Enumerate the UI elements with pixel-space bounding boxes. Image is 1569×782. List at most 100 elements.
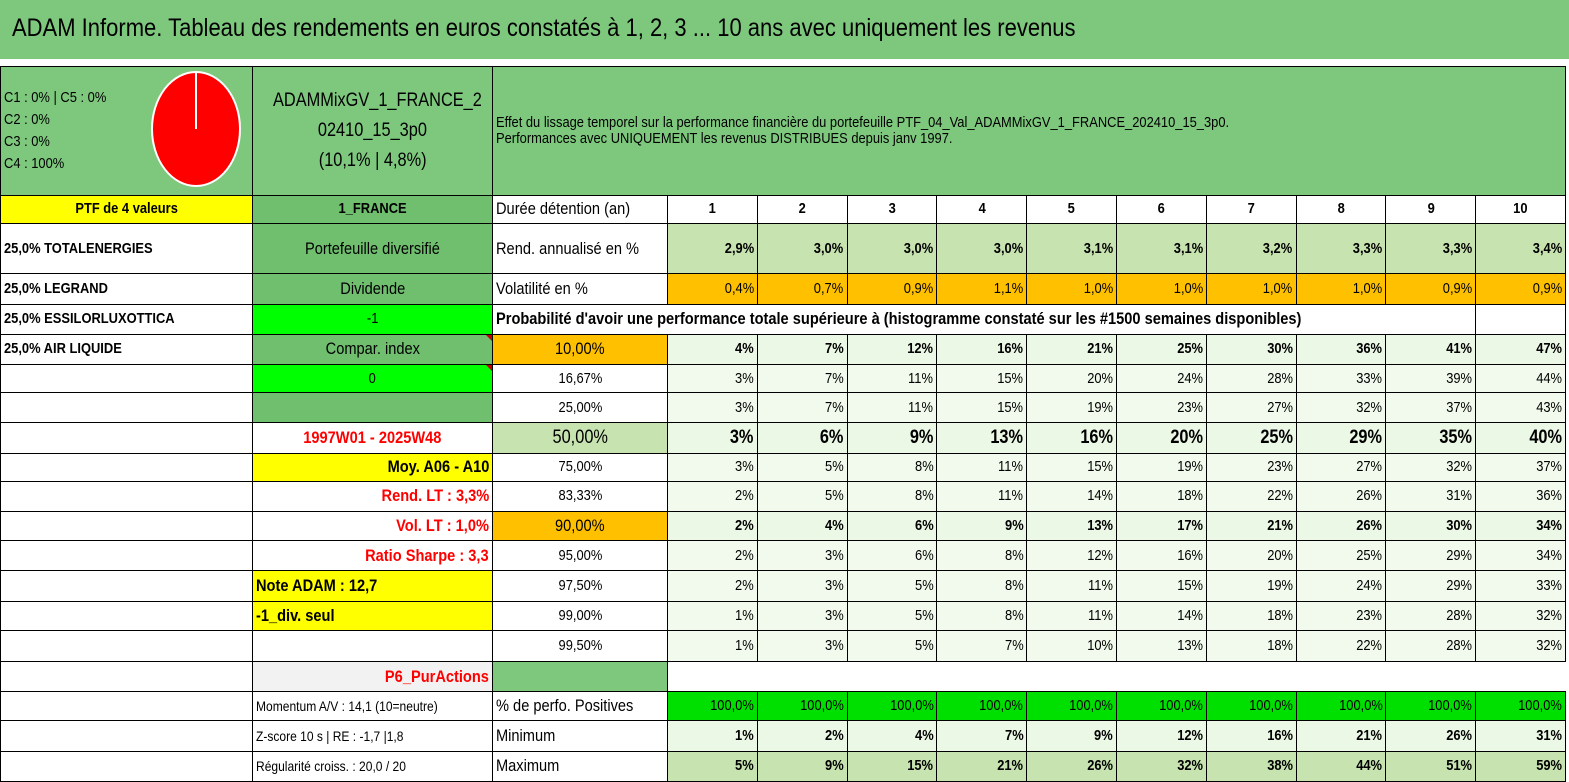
year-header: 7	[1205, 194, 1297, 225]
volatility-value: 1,0%	[1205, 273, 1297, 305]
prob-value: 20%	[1115, 422, 1207, 454]
prob-value: 8%	[936, 540, 1028, 572]
maximum-value: 9%	[756, 750, 848, 782]
empty-cell	[1475, 303, 1567, 335]
prob-value: 5%	[846, 600, 938, 631]
prob-value: 39%	[1385, 364, 1477, 394]
portfolio-name-cell: ADAMMixGV_1_FRANCE_2 02410_15_3p0 (10,1%…	[252, 66, 493, 196]
prob-value: 30%	[1385, 511, 1477, 542]
prob-value: 3%	[667, 452, 758, 482]
prob-value: 13%	[1026, 511, 1117, 542]
portfolio-count: PTF de 4 valeurs	[0, 194, 253, 225]
year-header: 1	[667, 194, 758, 225]
return-label: Rend. annualisé en %	[492, 223, 668, 275]
prob-value: 25%	[1115, 333, 1207, 366]
prob-value: 4%	[667, 333, 758, 366]
prob-value: 7%	[756, 333, 848, 366]
maximum-value: 5%	[667, 750, 758, 782]
prob-value: 18%	[1205, 629, 1297, 663]
prob-value: 43%	[1475, 392, 1567, 424]
page-title: ADAM Informe. Tableau des rendements en …	[12, 14, 1076, 42]
holding-4: 25,0% AIR LIQUIDE	[0, 333, 253, 366]
year-header: 4	[936, 194, 1028, 225]
prob-value: 28%	[1385, 629, 1477, 663]
year-header: 6	[1115, 194, 1207, 225]
prob-value: 3%	[667, 364, 758, 394]
prob-value: 21%	[1205, 511, 1297, 542]
prob-value: 3%	[667, 422, 758, 454]
rend-lt-label: Rend. LT : 3,3%	[252, 480, 493, 513]
prob-value: 20%	[1026, 364, 1117, 394]
compar-index-value: 0	[252, 364, 493, 394]
prob-value: 6%	[846, 540, 938, 572]
prob-value: 5%	[846, 629, 938, 663]
prob-value: 3%	[756, 540, 848, 572]
threshold-cell: 75,00%	[492, 452, 668, 482]
minimum-value: 16%	[1205, 720, 1297, 752]
positive-value: 100,0%	[1475, 691, 1567, 722]
threshold-cell: 95,00%	[492, 540, 668, 572]
maximum-label: Maximum	[492, 750, 668, 782]
prob-value: 13%	[1115, 629, 1207, 663]
returns-sheet: C1 : 0% | C5 : 0% C2 : 0% C3 : 0% C4 : 1…	[0, 66, 1567, 782]
prob-value: 5%	[756, 452, 848, 482]
prob-value: 9%	[936, 511, 1028, 542]
maximum-value: 44%	[1295, 750, 1387, 782]
portfolio-name-line3: (10,1% | 4,8%)	[318, 149, 427, 171]
prob-value: 28%	[1385, 600, 1477, 631]
prob-value: 23%	[1205, 452, 1297, 482]
threshold-cell: 83,33%	[492, 480, 668, 513]
prob-value: 18%	[1115, 480, 1207, 513]
prob-value: 33%	[1475, 570, 1567, 602]
prob-value: 40%	[1475, 422, 1567, 454]
prob-value: 30%	[1205, 333, 1297, 366]
empty-cell	[0, 629, 253, 663]
positive-value: 100,0%	[756, 691, 848, 722]
prob-value: 1%	[667, 629, 758, 663]
prob-value: 27%	[1205, 392, 1297, 424]
minimum-value: 2%	[756, 720, 848, 752]
prob-value: 14%	[1115, 600, 1207, 631]
prob-value: 36%	[1295, 333, 1387, 366]
div-only-label: -1_div. seul	[252, 600, 493, 631]
prob-value: 32%	[1475, 629, 1567, 663]
volatility-label: Volatilité en %	[492, 273, 668, 305]
prob-value: 25%	[1205, 422, 1297, 454]
note-adam: Note ADAM : 12,7	[252, 570, 493, 602]
title-bar: ADAM Informe. Tableau des rendements en …	[0, 0, 1569, 62]
prob-value: 11%	[1026, 600, 1117, 631]
empty-cell	[0, 720, 253, 752]
prob-value: 19%	[1026, 392, 1117, 424]
prob-value: 29%	[1385, 570, 1477, 602]
empty-cell	[666, 661, 1566, 693]
empty-cell	[0, 422, 253, 454]
prob-value: 8%	[936, 600, 1028, 631]
threshold-cell: 99,50%	[492, 629, 668, 663]
minimum-value: 21%	[1295, 720, 1387, 752]
prob-value: 19%	[1115, 452, 1207, 482]
prob-value: 11%	[936, 480, 1028, 513]
prob-value: 16%	[936, 333, 1028, 366]
prob-value: 11%	[846, 392, 938, 424]
year-header: 2	[756, 194, 848, 225]
prob-value: 6%	[846, 511, 938, 542]
return-value: 2,9%	[667, 223, 758, 275]
threshold-cell: 90,00%	[492, 511, 668, 542]
maximum-value: 59%	[1475, 750, 1567, 782]
empty-cell	[0, 540, 253, 572]
prob-value: 10%	[1026, 629, 1117, 663]
prob-value: 25%	[1295, 540, 1387, 572]
prob-value: 47%	[1475, 333, 1567, 366]
minimum-value: 7%	[936, 720, 1028, 752]
volatility-value: 0,9%	[1385, 273, 1477, 305]
prob-value: 12%	[846, 333, 938, 366]
category-label: P6_PurActions	[252, 661, 493, 693]
prob-value: 33%	[1295, 364, 1387, 394]
prob-value: 22%	[1205, 480, 1297, 513]
prob-value: 19%	[1205, 570, 1297, 602]
prob-value: 4%	[756, 511, 848, 542]
prob-value: 37%	[1475, 452, 1567, 482]
empty-cell	[0, 392, 253, 424]
empty-cell	[0, 600, 253, 631]
empty-cell	[0, 750, 253, 782]
